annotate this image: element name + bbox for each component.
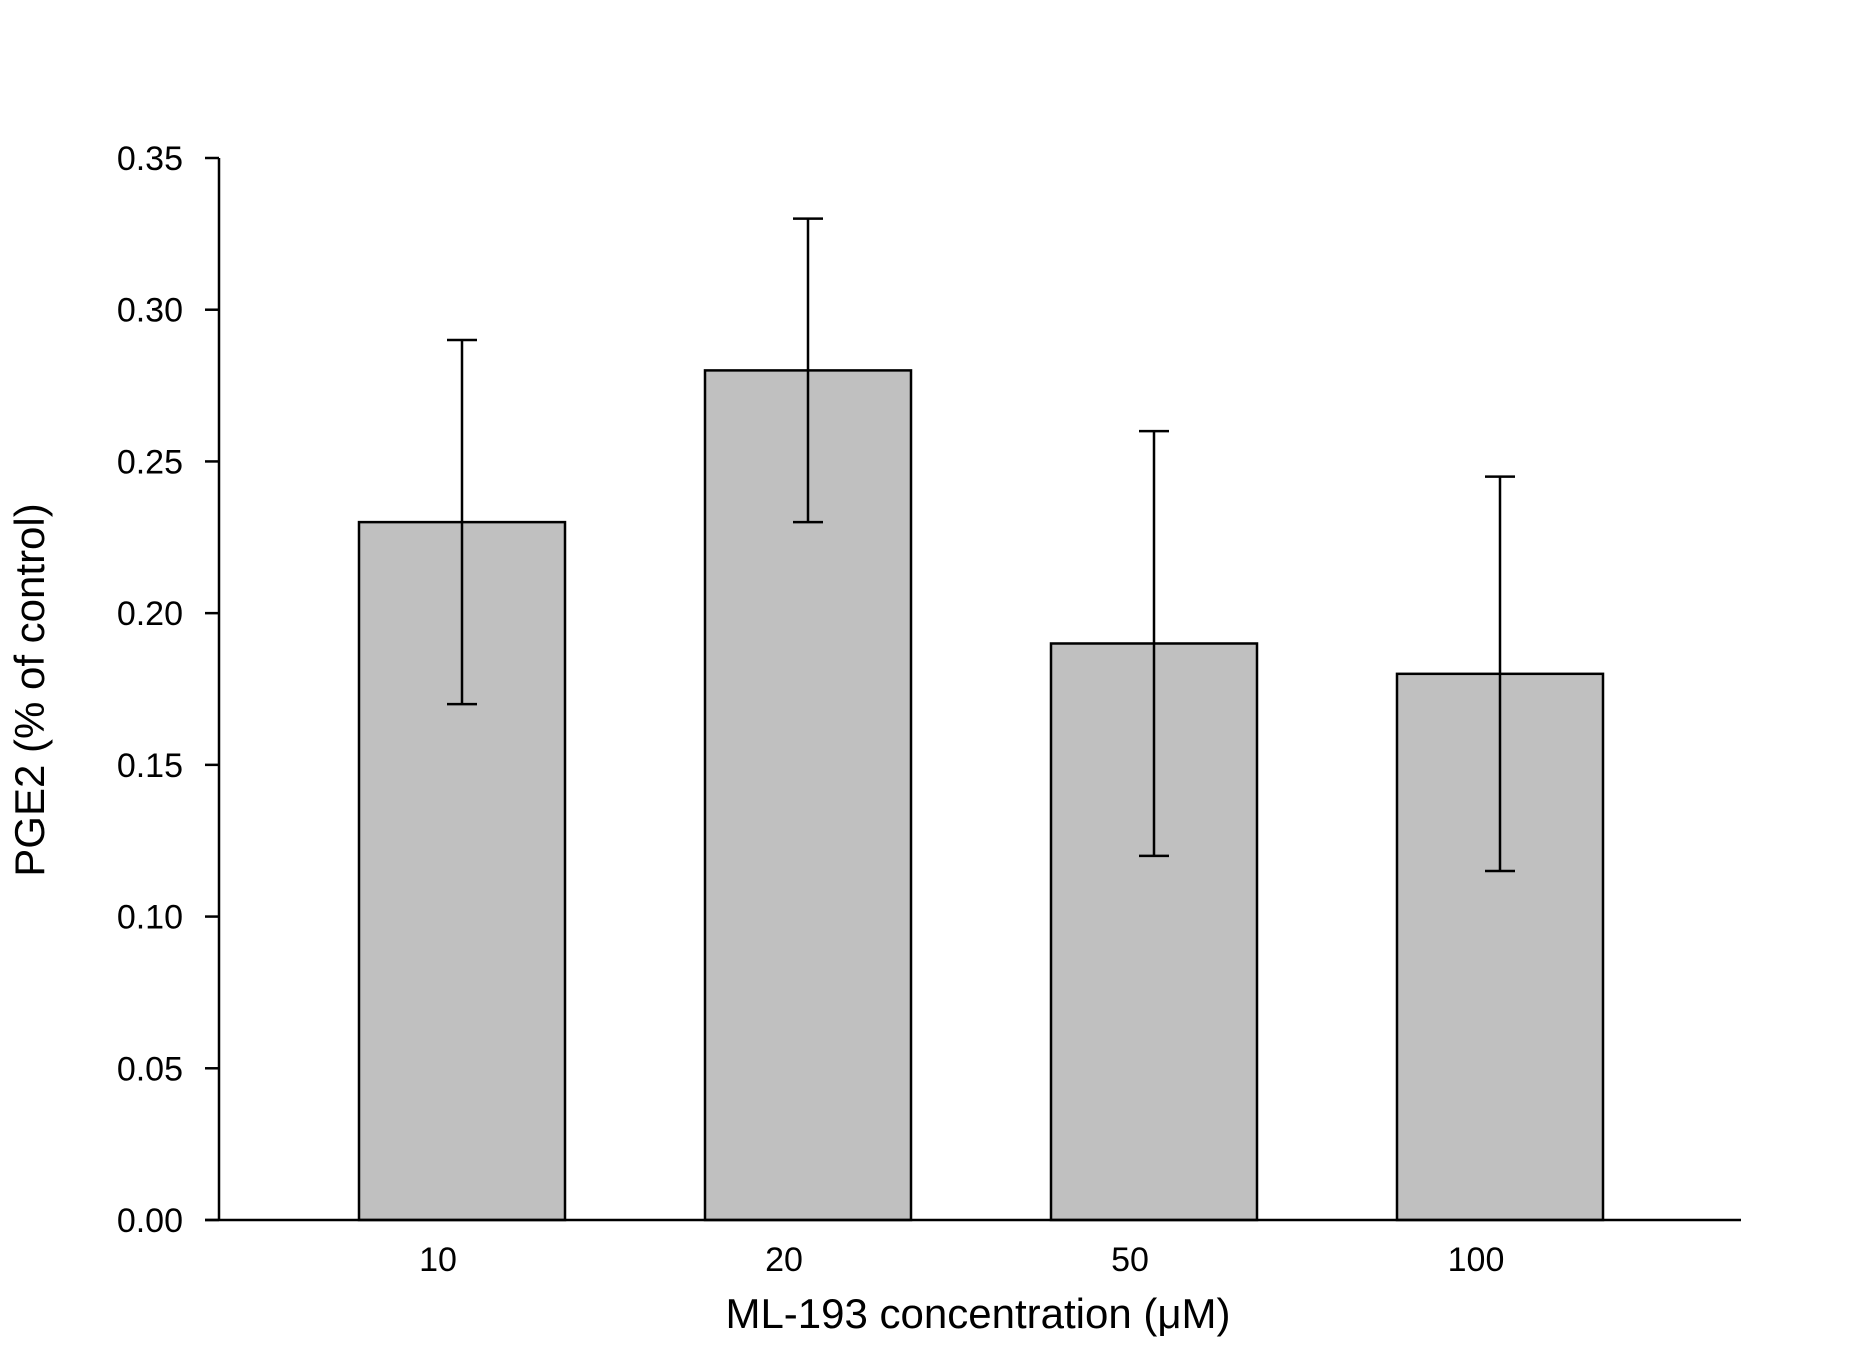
y-tick-label: 0.20 [117,595,183,633]
x-tick-label: 20 [765,1241,803,1279]
bars-layer [357,369,1605,1222]
axes-layer [205,156,1741,1222]
y-tick-label: 0.25 [117,443,183,481]
x-axis-title: ML-193 concentration (μM) [725,1290,1230,1337]
y-axis-title: PGE2 (% of control) [6,503,53,876]
y-tick-label: 0.35 [117,140,183,178]
y-tick-label: 0.05 [117,1050,183,1088]
x-tick-label: 50 [1111,1241,1149,1279]
error-bars-layer [447,217,1515,873]
tick-labels-layer: 10 20 50 100 0.00 0.05 0.10 0.15 0.20 0.25 0.30 0.3… [117,140,1505,1279]
x-tick-label: 10 [419,1241,457,1279]
y-tick-label: 0.10 [117,899,183,937]
y-tick-label: 0.00 [117,1202,183,1240]
y-tick-label: 0.30 [117,292,183,330]
x-tick-label: 100 [1448,1241,1505,1279]
y-tick-label: 0.15 [117,747,183,785]
